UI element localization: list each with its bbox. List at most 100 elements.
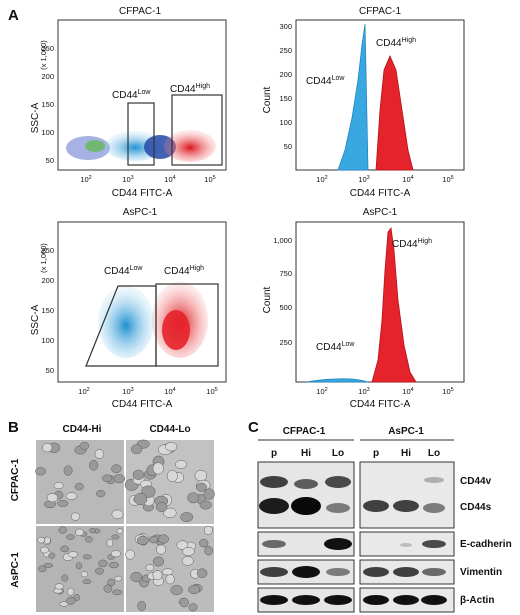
cell [94,449,105,459]
cell [116,528,124,534]
hist-low-label: CD44Low [306,75,345,87]
cell [44,536,51,545]
cell [187,492,200,504]
band [422,568,446,576]
protein-label: E-cadherin [460,539,512,550]
y-tick: 250 [279,338,292,347]
cell [112,589,123,596]
histogram-peak-high [371,226,417,383]
cell [132,469,145,480]
y-tick: 150 [279,94,292,103]
band [324,595,352,605]
blot-cd44-aspc [359,461,455,529]
y-tick: 200 [41,276,54,285]
cell [152,570,163,581]
x-tick: 103 [122,387,133,396]
cell [109,561,119,569]
cell [75,528,84,536]
aspc-scatter-plot: AsPC-1 (x 1,000) SSC-A 50 100 150 200 25… [30,207,227,410]
panel-c: CFPAC-1 AsPC-1 p Hi Lo p Hi Lo [257,426,512,613]
band [292,566,320,578]
gate-low [127,102,155,166]
y-axis-label: Count [262,286,273,313]
band [423,503,445,513]
cell [61,574,69,582]
band [325,476,351,488]
cell [152,462,164,475]
lane-label: Lo [332,448,344,459]
cell [196,568,208,578]
cell [85,536,93,543]
cell [125,549,135,560]
lane-label: Hi [301,448,311,459]
blot-cd44-cfpac [257,461,355,529]
y-tick: 750 [279,269,292,278]
band [424,477,444,483]
cell [107,578,116,587]
cell-texture [35,439,215,612]
y-ticks: 250 500 750 1,000 [273,236,292,347]
y-tick: 150 [41,306,54,315]
gate-high [171,94,223,166]
plot-title: AsPC-1 [363,207,398,218]
cell [179,597,189,608]
x-ticks: 102 103 104 105 [316,175,453,184]
band [422,540,446,548]
protein-label: CD44s [460,502,492,513]
cell [57,499,69,507]
y-tick: 100 [279,118,292,127]
cell [43,563,54,568]
band [291,497,321,515]
cell [63,465,73,476]
scatter-population-low [98,286,154,358]
x-tick: 105 [442,175,453,184]
scatter-population-high [164,130,216,162]
cell [180,512,194,523]
cell [98,559,108,568]
cell [75,562,83,570]
panel-b: CD44-Hi CD44-Lo CFPAC-1 AsPC-1 [10,424,215,612]
histogram-peak-low [305,378,369,383]
x-tick: 105 [204,175,215,184]
band [363,567,389,577]
band [393,567,419,577]
cell [67,587,75,596]
y-tick: 200 [41,72,54,81]
cell [182,546,195,557]
protein-label: CD44v [460,476,492,487]
cell [152,556,165,567]
cell [188,584,200,595]
cell [37,536,46,544]
y-tick: 250 [41,44,54,53]
protein-label: Vimentin [460,567,502,578]
y-axis-label: SSC-A [30,102,41,133]
cfpac-histogram-plot: CFPAC-1 Count 50 100 150 200 250 300 102… [262,6,465,199]
cell [81,571,88,578]
y-tick: 100 [41,336,54,345]
histogram-peak-high [375,54,414,171]
band [260,476,288,488]
band [393,595,419,605]
cell [66,596,76,605]
cell [194,469,208,482]
y-tick: 50 [46,156,54,165]
plot-title: CFPAC-1 [359,6,401,17]
cell [199,538,209,548]
cell [113,474,126,484]
plot-frame [57,221,227,383]
x-tick: 104 [164,175,175,184]
cell [82,554,92,560]
y-ticks: 50 100 150 200 250 300 [279,22,292,151]
lane-label: p [373,448,379,459]
y-scale-note: (x 1,000) [39,243,48,273]
cell [46,493,59,503]
plot-frame [57,19,227,171]
cell [54,583,64,590]
cell [199,500,212,510]
group-label-cfpac: CFPAC-1 [283,426,326,437]
cell [38,565,47,573]
cell [188,603,198,612]
cell [196,482,207,492]
x-tick: 104 [164,387,175,396]
cell [58,526,67,534]
